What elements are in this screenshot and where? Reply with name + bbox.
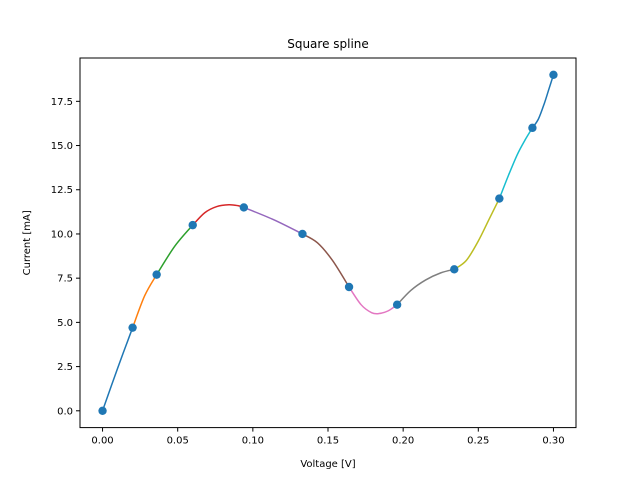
spline-segment-3: [156, 224, 194, 276]
spline-segment-10: [498, 127, 534, 199]
y-tick-label: 17.5: [51, 97, 73, 108]
chart-title: Square spline: [287, 37, 369, 51]
y-tick-label: 2.5: [57, 362, 73, 373]
y-axis: 0.0 2.5 5.0 7.5 10.0 12.5 15.0 17.5: [51, 97, 80, 417]
data-point: [450, 265, 459, 274]
x-tick-label: 0.05: [167, 436, 189, 447]
data-point: [344, 282, 354, 292]
x-tick-label: 0.30: [542, 436, 564, 447]
spline-segment-2: [131, 274, 158, 328]
y-tick-label: 0.0: [57, 406, 73, 417]
y-axis-label: Current [mA]: [22, 210, 33, 275]
spline-segment-7: [348, 286, 398, 315]
spline-segment-9: [453, 198, 501, 270]
y-tick-label: 10.0: [51, 229, 73, 240]
x-axis-label: Voltage [V]: [300, 459, 355, 470]
spline-segment-8: [396, 268, 455, 306]
data-point: [528, 123, 537, 133]
plot-points: [98, 70, 558, 415]
y-tick-label: 12.5: [51, 185, 73, 196]
data-point: [98, 406, 107, 415]
x-tick-label: 0.25: [467, 436, 489, 447]
y-tick-label: 7.5: [57, 274, 73, 285]
spline-segment-4: [192, 204, 245, 226]
data-point: [549, 70, 558, 80]
plot-lines: [101, 74, 555, 412]
x-tick-label: 0.15: [317, 436, 339, 447]
spline-segment-11: [531, 74, 555, 129]
spline-segment-1: [101, 327, 134, 412]
x-tick-label: 0.10: [242, 436, 264, 447]
y-tick-label: 15.0: [51, 141, 73, 152]
data-point: [188, 220, 197, 230]
spline-segment-6: [302, 233, 350, 288]
y-tick-label: 5.0: [57, 318, 73, 329]
x-tick-label: 0.20: [392, 436, 414, 447]
spline-segment-5: [243, 206, 303, 235]
x-axis: 0.00 0.05 0.10 0.15 0.20 0.25 0.30: [91, 427, 565, 447]
data-point: [392, 300, 402, 309]
x-tick-label: 0.00: [91, 436, 113, 447]
data-point: [152, 270, 161, 279]
data-point: [239, 203, 249, 212]
data-point: [495, 194, 504, 203]
data-point: [298, 229, 307, 239]
data-point: [128, 323, 137, 332]
